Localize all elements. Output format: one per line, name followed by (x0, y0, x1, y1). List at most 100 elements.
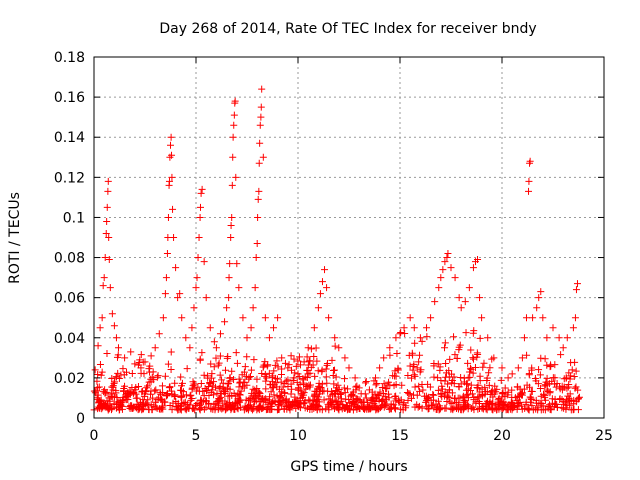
noise-marker (96, 397, 104, 405)
noise-marker (546, 406, 554, 414)
noise-marker (320, 396, 328, 404)
noise-marker (374, 392, 382, 400)
noise-marker (213, 389, 221, 397)
noise-marker (386, 351, 394, 359)
noise-marker (461, 397, 469, 405)
noise-marker (245, 401, 253, 409)
data-point (178, 314, 186, 322)
noise-marker (154, 372, 162, 380)
noise-marker (177, 373, 185, 381)
noise-marker (332, 384, 340, 392)
data-point (447, 264, 455, 272)
y-tick-label: 0 (76, 411, 85, 427)
data-point (331, 334, 339, 342)
noise-marker (261, 358, 269, 366)
data-point (223, 304, 231, 312)
noise-marker (171, 379, 179, 387)
noise-marker (497, 376, 505, 384)
noise-marker (178, 393, 186, 401)
noise-marker (467, 381, 475, 389)
noise-marker (202, 403, 210, 411)
data-point (543, 334, 551, 342)
noise-marker (413, 364, 421, 372)
noise-marker (560, 397, 568, 405)
noise-marker (430, 373, 438, 381)
noise-marker (117, 402, 125, 410)
noise-marker (551, 374, 559, 382)
data-point (192, 284, 200, 292)
noise-marker (207, 404, 215, 412)
noise-marker (464, 374, 472, 382)
noise-marker (446, 398, 454, 406)
noise-marker (295, 353, 303, 361)
noise-marker (226, 385, 234, 393)
noise-marker (155, 394, 163, 402)
data-point (174, 294, 182, 302)
data-point (537, 288, 545, 296)
noise-marker (152, 386, 160, 394)
noise-marker (437, 377, 445, 385)
noise-marker (283, 405, 291, 413)
noise-marker (306, 403, 314, 411)
noise-marker (292, 362, 300, 370)
noise-marker (541, 392, 549, 400)
noise-marker (151, 387, 159, 395)
data-point (161, 290, 169, 298)
noise-marker (205, 392, 213, 400)
noise-marker (227, 406, 235, 414)
noise-marker (404, 396, 412, 404)
data-point (569, 324, 577, 332)
data-point (169, 205, 177, 213)
data-point (106, 284, 114, 292)
noise-marker (262, 395, 270, 403)
noise-marker (310, 352, 318, 360)
data-point (165, 177, 173, 185)
noise-marker (108, 383, 116, 391)
data-point (278, 354, 286, 362)
data-point (526, 157, 534, 165)
data-point (504, 374, 512, 382)
noise-marker (404, 372, 412, 380)
data-point (170, 234, 178, 241)
noise-marker (93, 394, 101, 402)
noise-marker (328, 387, 336, 395)
data-point (176, 290, 184, 298)
noise-marker (451, 351, 459, 359)
y-axis-label: ROTI / TECUs (7, 192, 23, 284)
y-tick-label: 0.14 (54, 130, 85, 146)
noise-marker (236, 403, 244, 411)
data-point (406, 314, 414, 322)
y-tick-label: 0.18 (54, 50, 85, 66)
data-point (539, 314, 547, 322)
noise-marker (379, 390, 387, 398)
noise-marker (285, 397, 293, 405)
noise-marker (349, 406, 357, 414)
noise-marker (488, 355, 496, 363)
noise-marker (456, 394, 464, 402)
noise-marker (562, 374, 570, 382)
noise-marker (390, 382, 398, 390)
data-point (229, 133, 237, 141)
noise-marker (571, 358, 579, 366)
noise-marker (279, 383, 287, 391)
data-point (441, 258, 449, 266)
noise-marker (438, 382, 446, 390)
noise-marker (104, 400, 112, 408)
noise-marker (438, 392, 446, 400)
noise-marker (410, 371, 418, 379)
noise-marker (543, 374, 551, 382)
noise-marker (475, 398, 483, 406)
data-point (555, 334, 563, 342)
noise-marker (158, 382, 166, 390)
data-point (457, 304, 465, 312)
noise-marker (123, 392, 131, 400)
data-point (105, 234, 113, 241)
x-tick-label: 5 (192, 428, 201, 444)
noise-marker (142, 388, 150, 396)
noise-marker (469, 403, 477, 411)
noise-marker (551, 380, 559, 388)
noise-marker (304, 361, 312, 369)
data-point (444, 250, 452, 258)
noise-marker (371, 402, 379, 410)
noise-marker (216, 352, 224, 360)
